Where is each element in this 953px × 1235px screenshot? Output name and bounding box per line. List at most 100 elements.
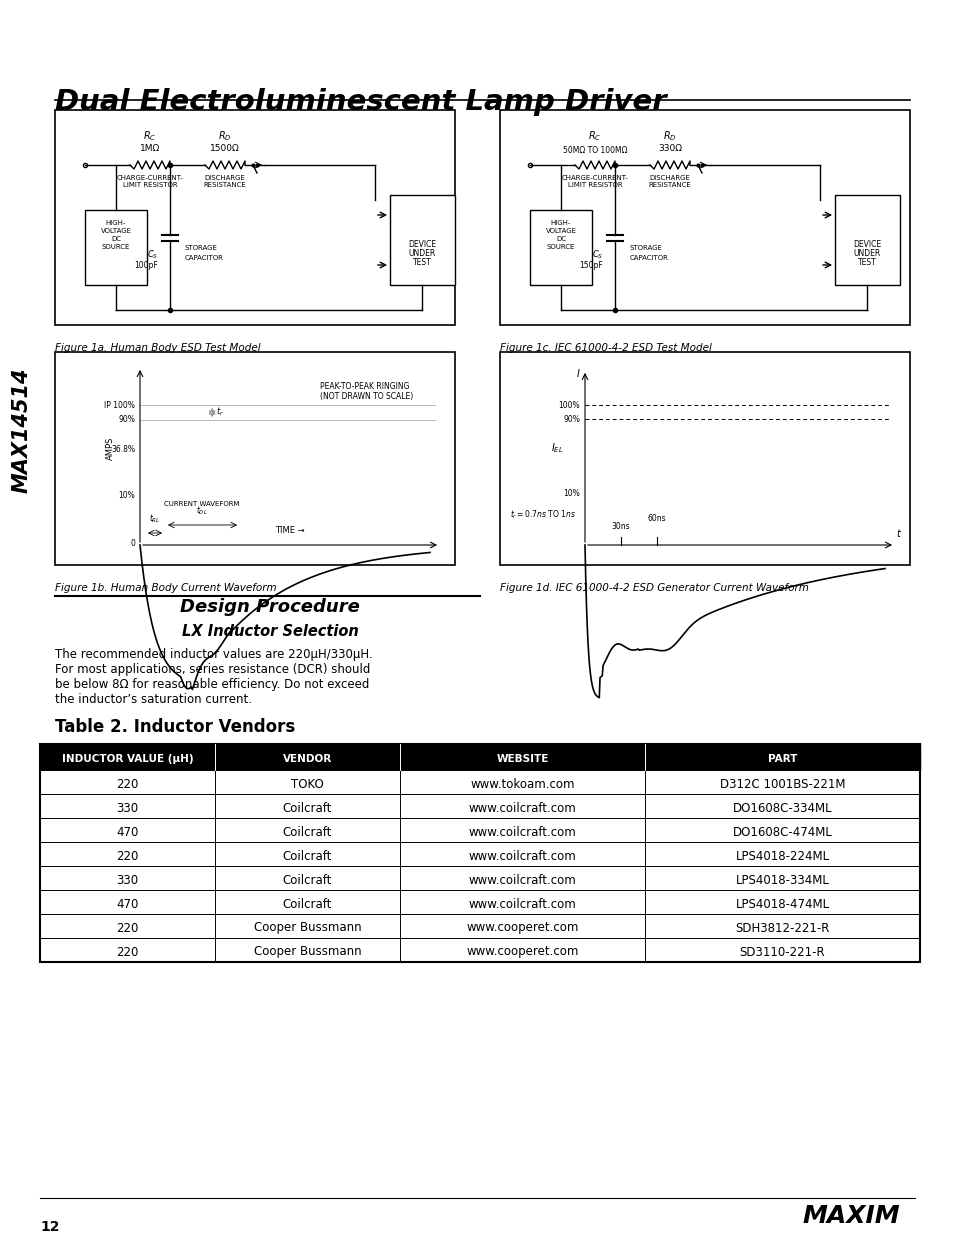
Text: Figure 1a. Human Body ESD Test Model: Figure 1a. Human Body ESD Test Model bbox=[55, 343, 260, 353]
Text: www.coilcraft.com: www.coilcraft.com bbox=[468, 850, 576, 862]
Text: $t_{RL}$: $t_{RL}$ bbox=[150, 513, 160, 525]
Text: 50MΩ TO 100MΩ: 50MΩ TO 100MΩ bbox=[562, 146, 626, 156]
Text: www.coilcraft.com: www.coilcraft.com bbox=[468, 825, 576, 839]
Text: 330: 330 bbox=[116, 873, 138, 887]
Text: 12: 12 bbox=[40, 1220, 59, 1234]
Text: CAPACITOR: CAPACITOR bbox=[185, 254, 224, 261]
Text: DEVICE: DEVICE bbox=[852, 240, 881, 249]
Text: TIME →: TIME → bbox=[274, 526, 305, 535]
Text: t: t bbox=[895, 529, 899, 538]
Text: SD3110-221-R: SD3110-221-R bbox=[739, 946, 824, 958]
Text: Coilcraft: Coilcraft bbox=[282, 850, 332, 862]
Text: 220: 220 bbox=[116, 921, 138, 935]
Text: PEAK-TO-PEAK RINGING: PEAK-TO-PEAK RINGING bbox=[319, 382, 409, 391]
Bar bbox=[55, 352, 455, 564]
Text: MAX14514: MAX14514 bbox=[12, 367, 32, 493]
Text: AMPS: AMPS bbox=[106, 436, 114, 459]
Text: 150pF: 150pF bbox=[578, 261, 602, 269]
Text: 100pF: 100pF bbox=[134, 261, 158, 269]
Text: TEST: TEST bbox=[413, 258, 431, 267]
Text: 10%: 10% bbox=[118, 490, 135, 499]
Text: LX Inductor Selection: LX Inductor Selection bbox=[181, 624, 358, 638]
Text: 330: 330 bbox=[116, 802, 138, 815]
Text: WEBSITE: WEBSITE bbox=[496, 755, 548, 764]
Text: $t_r$: $t_r$ bbox=[216, 406, 224, 419]
Text: LPS4018-224ML: LPS4018-224ML bbox=[735, 850, 829, 862]
Bar bbox=[499, 352, 909, 564]
Text: DO1608C-334ML: DO1608C-334ML bbox=[732, 802, 831, 815]
Text: Table 2. Inductor Vendors: Table 2. Inductor Vendors bbox=[55, 718, 294, 736]
Text: RESISTANCE: RESISTANCE bbox=[648, 182, 691, 188]
Text: 36.8%: 36.8% bbox=[111, 446, 135, 454]
Text: CHARGE-CURRENT-: CHARGE-CURRENT- bbox=[561, 175, 628, 182]
Text: RESISTANCE: RESISTANCE bbox=[203, 182, 246, 188]
Text: D312C 1001BS-221M: D312C 1001BS-221M bbox=[719, 778, 844, 790]
Text: $C_S$: $C_S$ bbox=[591, 248, 602, 262]
Text: DC: DC bbox=[111, 236, 121, 242]
Text: Design Procedure: Design Procedure bbox=[180, 598, 359, 616]
Text: Coilcraft: Coilcraft bbox=[282, 825, 332, 839]
Text: $R_D$: $R_D$ bbox=[662, 130, 676, 143]
Text: SDH3812-221-R: SDH3812-221-R bbox=[735, 921, 829, 935]
Text: CURRENT WAVEFORM: CURRENT WAVEFORM bbox=[164, 501, 239, 508]
Bar bbox=[499, 110, 909, 325]
Text: LPS4018-334ML: LPS4018-334ML bbox=[735, 873, 828, 887]
Text: www.cooperet.com: www.cooperet.com bbox=[466, 921, 578, 935]
Text: the inductor’s saturation current.: the inductor’s saturation current. bbox=[55, 693, 252, 706]
Text: 60ns: 60ns bbox=[647, 514, 665, 522]
Bar bbox=[40, 939, 919, 962]
Text: VOLTAGE: VOLTAGE bbox=[100, 228, 132, 233]
Text: Cooper Bussmann: Cooper Bussmann bbox=[253, 946, 361, 958]
Text: VOLTAGE: VOLTAGE bbox=[545, 228, 576, 233]
Text: DISCHARGE: DISCHARGE bbox=[649, 175, 690, 182]
Text: 220: 220 bbox=[116, 946, 138, 958]
Text: VENDOR: VENDOR bbox=[283, 755, 332, 764]
Text: $R_D$: $R_D$ bbox=[218, 130, 232, 143]
Text: DEVICE: DEVICE bbox=[408, 240, 436, 249]
Bar bbox=[40, 743, 919, 769]
Text: Cooper Bussmann: Cooper Bussmann bbox=[253, 921, 361, 935]
Text: PART: PART bbox=[767, 755, 797, 764]
Text: Coilcraft: Coilcraft bbox=[282, 802, 332, 815]
Text: 90%: 90% bbox=[562, 415, 579, 424]
Text: 1500Ω: 1500Ω bbox=[210, 144, 239, 153]
Text: For most applications, series resistance (DCR) should: For most applications, series resistance… bbox=[55, 663, 370, 676]
Text: HIGH-: HIGH- bbox=[550, 220, 571, 226]
Bar bbox=[40, 743, 919, 962]
Text: $t_{DL}$: $t_{DL}$ bbox=[196, 505, 208, 517]
Bar bbox=[40, 842, 919, 866]
Text: DO1608C-474ML: DO1608C-474ML bbox=[732, 825, 832, 839]
Text: www.coilcraft.com: www.coilcraft.com bbox=[468, 898, 576, 910]
Text: UNDER: UNDER bbox=[408, 249, 436, 258]
Text: 330Ω: 330Ω bbox=[658, 144, 681, 153]
Text: 90%: 90% bbox=[118, 415, 135, 425]
Bar bbox=[85, 210, 147, 285]
Bar bbox=[40, 890, 919, 914]
Bar bbox=[40, 866, 919, 890]
Text: $R_C$: $R_C$ bbox=[143, 130, 156, 143]
Bar bbox=[390, 195, 455, 285]
Text: LIMIT RESISTOR: LIMIT RESISTOR bbox=[123, 182, 177, 188]
Text: be below 8Ω for reasonable efficiency. Do not exceed: be below 8Ω for reasonable efficiency. D… bbox=[55, 678, 369, 692]
Text: 1MΩ: 1MΩ bbox=[140, 144, 160, 153]
Text: www.coilcraft.com: www.coilcraft.com bbox=[468, 802, 576, 815]
Text: 10%: 10% bbox=[562, 489, 579, 498]
Text: STORAGE: STORAGE bbox=[629, 245, 662, 251]
Text: I: I bbox=[577, 369, 579, 379]
Text: STORAGE: STORAGE bbox=[185, 245, 217, 251]
Bar bbox=[40, 818, 919, 842]
Text: TOKO: TOKO bbox=[291, 778, 323, 790]
Text: INDUCTOR VALUE (μH): INDUCTOR VALUE (μH) bbox=[62, 755, 193, 764]
Bar bbox=[530, 210, 592, 285]
Text: TEST: TEST bbox=[857, 258, 876, 267]
Text: 100%: 100% bbox=[558, 400, 579, 410]
Text: Coilcraft: Coilcraft bbox=[282, 898, 332, 910]
Bar bbox=[40, 769, 919, 794]
Text: (NOT DRAWN TO SCALE): (NOT DRAWN TO SCALE) bbox=[319, 391, 413, 401]
Text: 470: 470 bbox=[116, 825, 138, 839]
Text: Figure 1d. IEC 61000-4-2 ESD Generator Current Waveform: Figure 1d. IEC 61000-4-2 ESD Generator C… bbox=[499, 583, 808, 593]
Text: The recommended inductor values are 220μH/330μH.: The recommended inductor values are 220μ… bbox=[55, 648, 373, 661]
Text: $I_{EL}$: $I_{EL}$ bbox=[550, 441, 562, 454]
Text: CAPACITOR: CAPACITOR bbox=[629, 254, 668, 261]
Bar bbox=[40, 914, 919, 939]
